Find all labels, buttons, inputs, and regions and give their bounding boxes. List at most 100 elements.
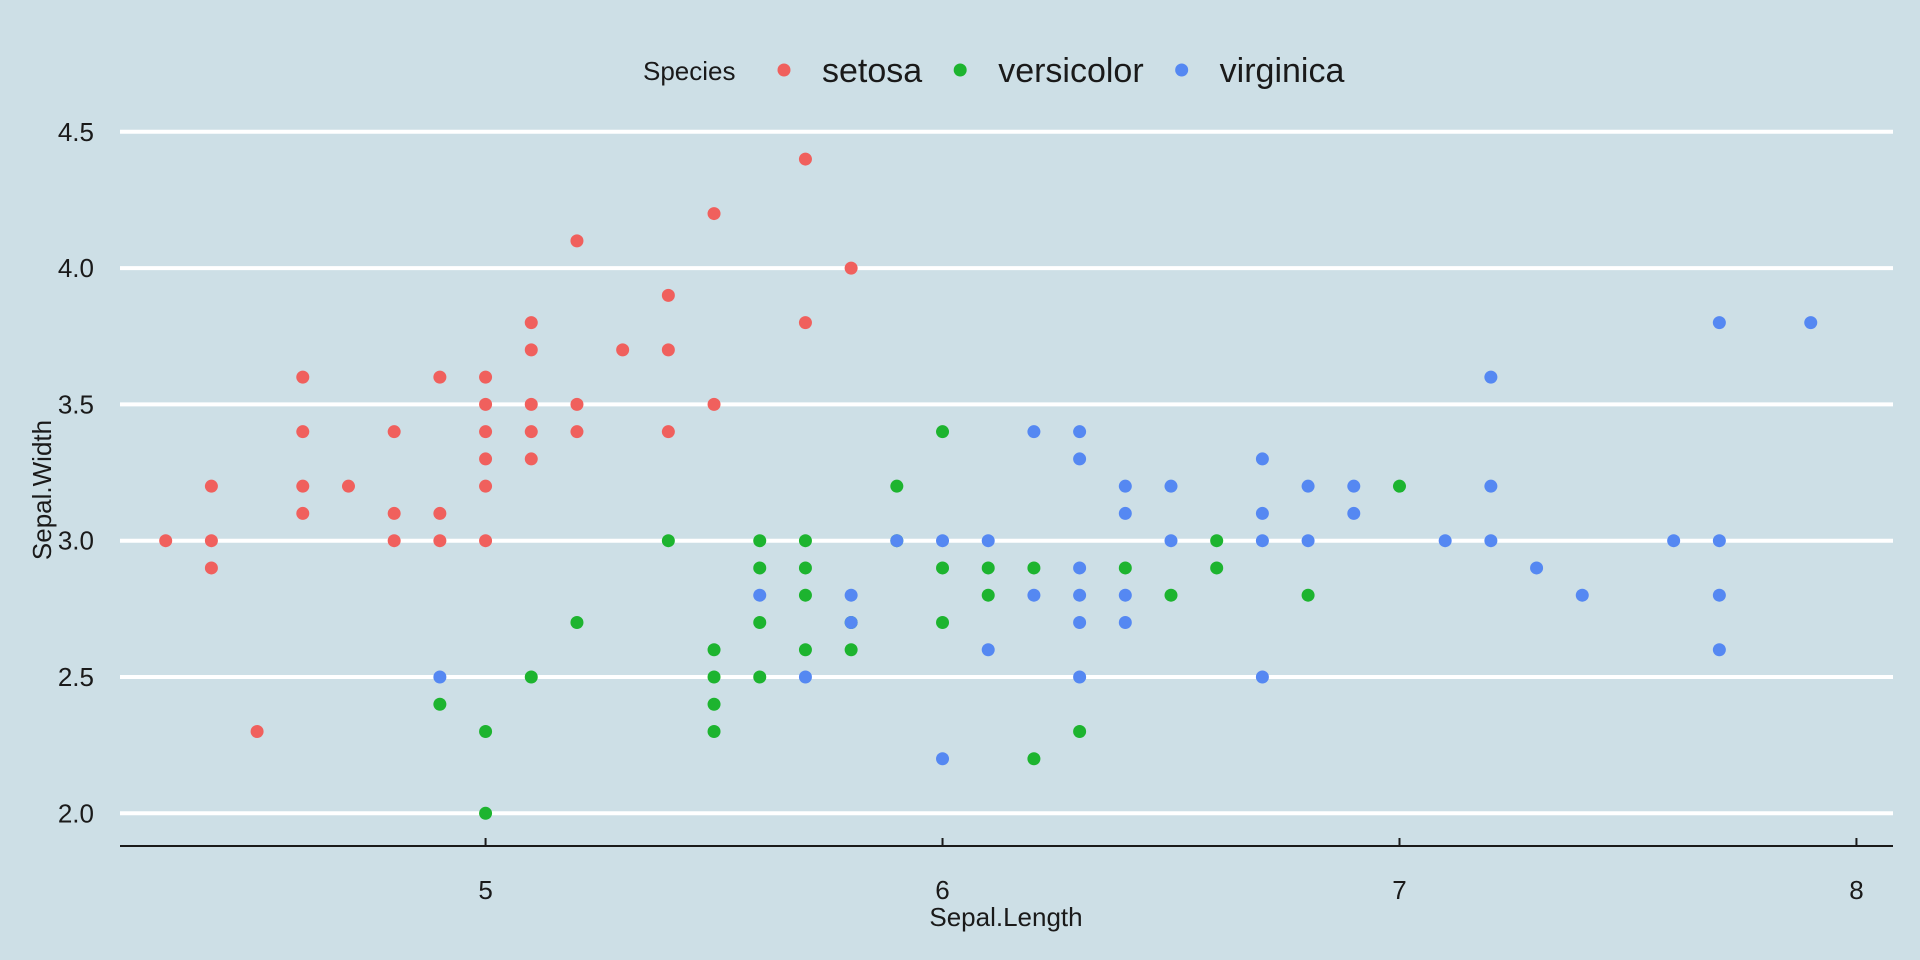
point-versicolor: [661, 534, 675, 548]
point-virginica: [1118, 615, 1132, 629]
point-virginica: [1301, 479, 1315, 493]
point-setosa: [204, 534, 218, 548]
point-virginica: [1484, 370, 1498, 384]
point-versicolor: [798, 643, 812, 657]
point-setosa: [707, 207, 721, 221]
point-versicolor: [1073, 725, 1087, 739]
point-virginica: [1255, 506, 1269, 520]
point-versicolor: [798, 588, 812, 602]
x-axis-title: Sepal.Length: [929, 902, 1082, 932]
point-virginica: [1712, 316, 1726, 330]
point-versicolor: [1118, 561, 1132, 575]
point-virginica: [433, 670, 447, 684]
point-versicolor: [753, 615, 767, 629]
point-setosa: [524, 452, 538, 466]
point-setosa: [570, 397, 584, 411]
point-versicolor: [707, 697, 721, 711]
point-setosa: [479, 370, 493, 384]
point-virginica: [981, 643, 995, 657]
point-versicolor: [433, 697, 447, 711]
point-versicolor: [707, 725, 721, 739]
point-versicolor: [753, 561, 767, 575]
point-versicolor: [844, 643, 858, 657]
y-tick-label: 2.0: [58, 798, 94, 828]
point-virginica: [1073, 561, 1087, 575]
point-versicolor: [1392, 479, 1406, 493]
point-virginica: [936, 752, 950, 766]
point-versicolor: [570, 615, 584, 629]
point-versicolor: [753, 670, 767, 684]
legend-key-virginica: [1175, 63, 1189, 77]
x-tick-label: 5: [478, 875, 492, 905]
point-virginica: [1073, 588, 1087, 602]
y-tick-label: 3.5: [58, 389, 94, 419]
point-setosa: [296, 370, 310, 384]
point-setosa: [296, 479, 310, 493]
legend-key-setosa: [777, 63, 791, 77]
legend-title: Species: [643, 56, 736, 86]
point-setosa: [661, 425, 675, 439]
point-versicolor: [1210, 561, 1224, 575]
point-setosa: [387, 506, 401, 520]
point-setosa: [798, 316, 812, 330]
point-setosa: [387, 425, 401, 439]
legend: Species setosa versicolor virginica: [643, 52, 1344, 90]
point-setosa: [296, 425, 310, 439]
point-setosa: [250, 725, 264, 739]
point-virginica: [1301, 534, 1315, 548]
point-virginica: [753, 588, 767, 602]
point-versicolor: [707, 670, 721, 684]
point-setosa: [479, 534, 493, 548]
point-versicolor: [981, 561, 995, 575]
x-axis-ticks: 5 6 7 8: [478, 838, 1864, 905]
point-setosa: [844, 261, 858, 275]
point-setosa: [570, 425, 584, 439]
point-virginica: [1530, 561, 1544, 575]
point-setosa: [433, 506, 447, 520]
point-versicolor: [1164, 588, 1178, 602]
x-tick-label: 7: [1392, 875, 1406, 905]
point-virginica: [890, 534, 904, 548]
point-setosa: [433, 534, 447, 548]
point-virginica: [1164, 534, 1178, 548]
point-setosa: [661, 288, 675, 302]
point-virginica: [1255, 670, 1269, 684]
point-versicolor: [798, 534, 812, 548]
point-virginica: [1712, 534, 1726, 548]
series-versicolor: [433, 425, 1406, 820]
point-virginica: [1073, 452, 1087, 466]
legend-label-versicolor: versicolor: [998, 52, 1143, 90]
point-virginica: [1027, 425, 1041, 439]
point-versicolor: [890, 479, 904, 493]
point-virginica: [1484, 534, 1498, 548]
point-versicolor: [1027, 561, 1041, 575]
point-setosa: [204, 561, 218, 575]
point-versicolor: [981, 588, 995, 602]
point-virginica: [1575, 588, 1589, 602]
gridlines: [120, 129, 1893, 816]
series-setosa: [159, 152, 858, 739]
point-setosa: [570, 234, 584, 248]
point-setosa: [524, 316, 538, 330]
point-versicolor: [707, 643, 721, 657]
y-axis-title: Sepal.Width: [27, 420, 57, 560]
y-tick-label: 3.0: [58, 526, 94, 556]
point-setosa: [204, 479, 218, 493]
point-virginica: [1438, 534, 1452, 548]
point-virginica: [1667, 534, 1681, 548]
point-virginica: [1164, 479, 1178, 493]
series-virginica: [433, 316, 1818, 766]
point-virginica: [1347, 479, 1361, 493]
point-setosa: [159, 534, 173, 548]
point-virginica: [844, 588, 858, 602]
point-setosa: [616, 343, 630, 357]
point-setosa: [296, 506, 310, 520]
point-versicolor: [479, 725, 493, 739]
point-versicolor: [936, 425, 950, 439]
point-virginica: [1073, 425, 1087, 439]
point-virginica: [1255, 452, 1269, 466]
point-virginica: [981, 534, 995, 548]
point-versicolor: [1210, 534, 1224, 548]
data-points: [159, 152, 1818, 820]
